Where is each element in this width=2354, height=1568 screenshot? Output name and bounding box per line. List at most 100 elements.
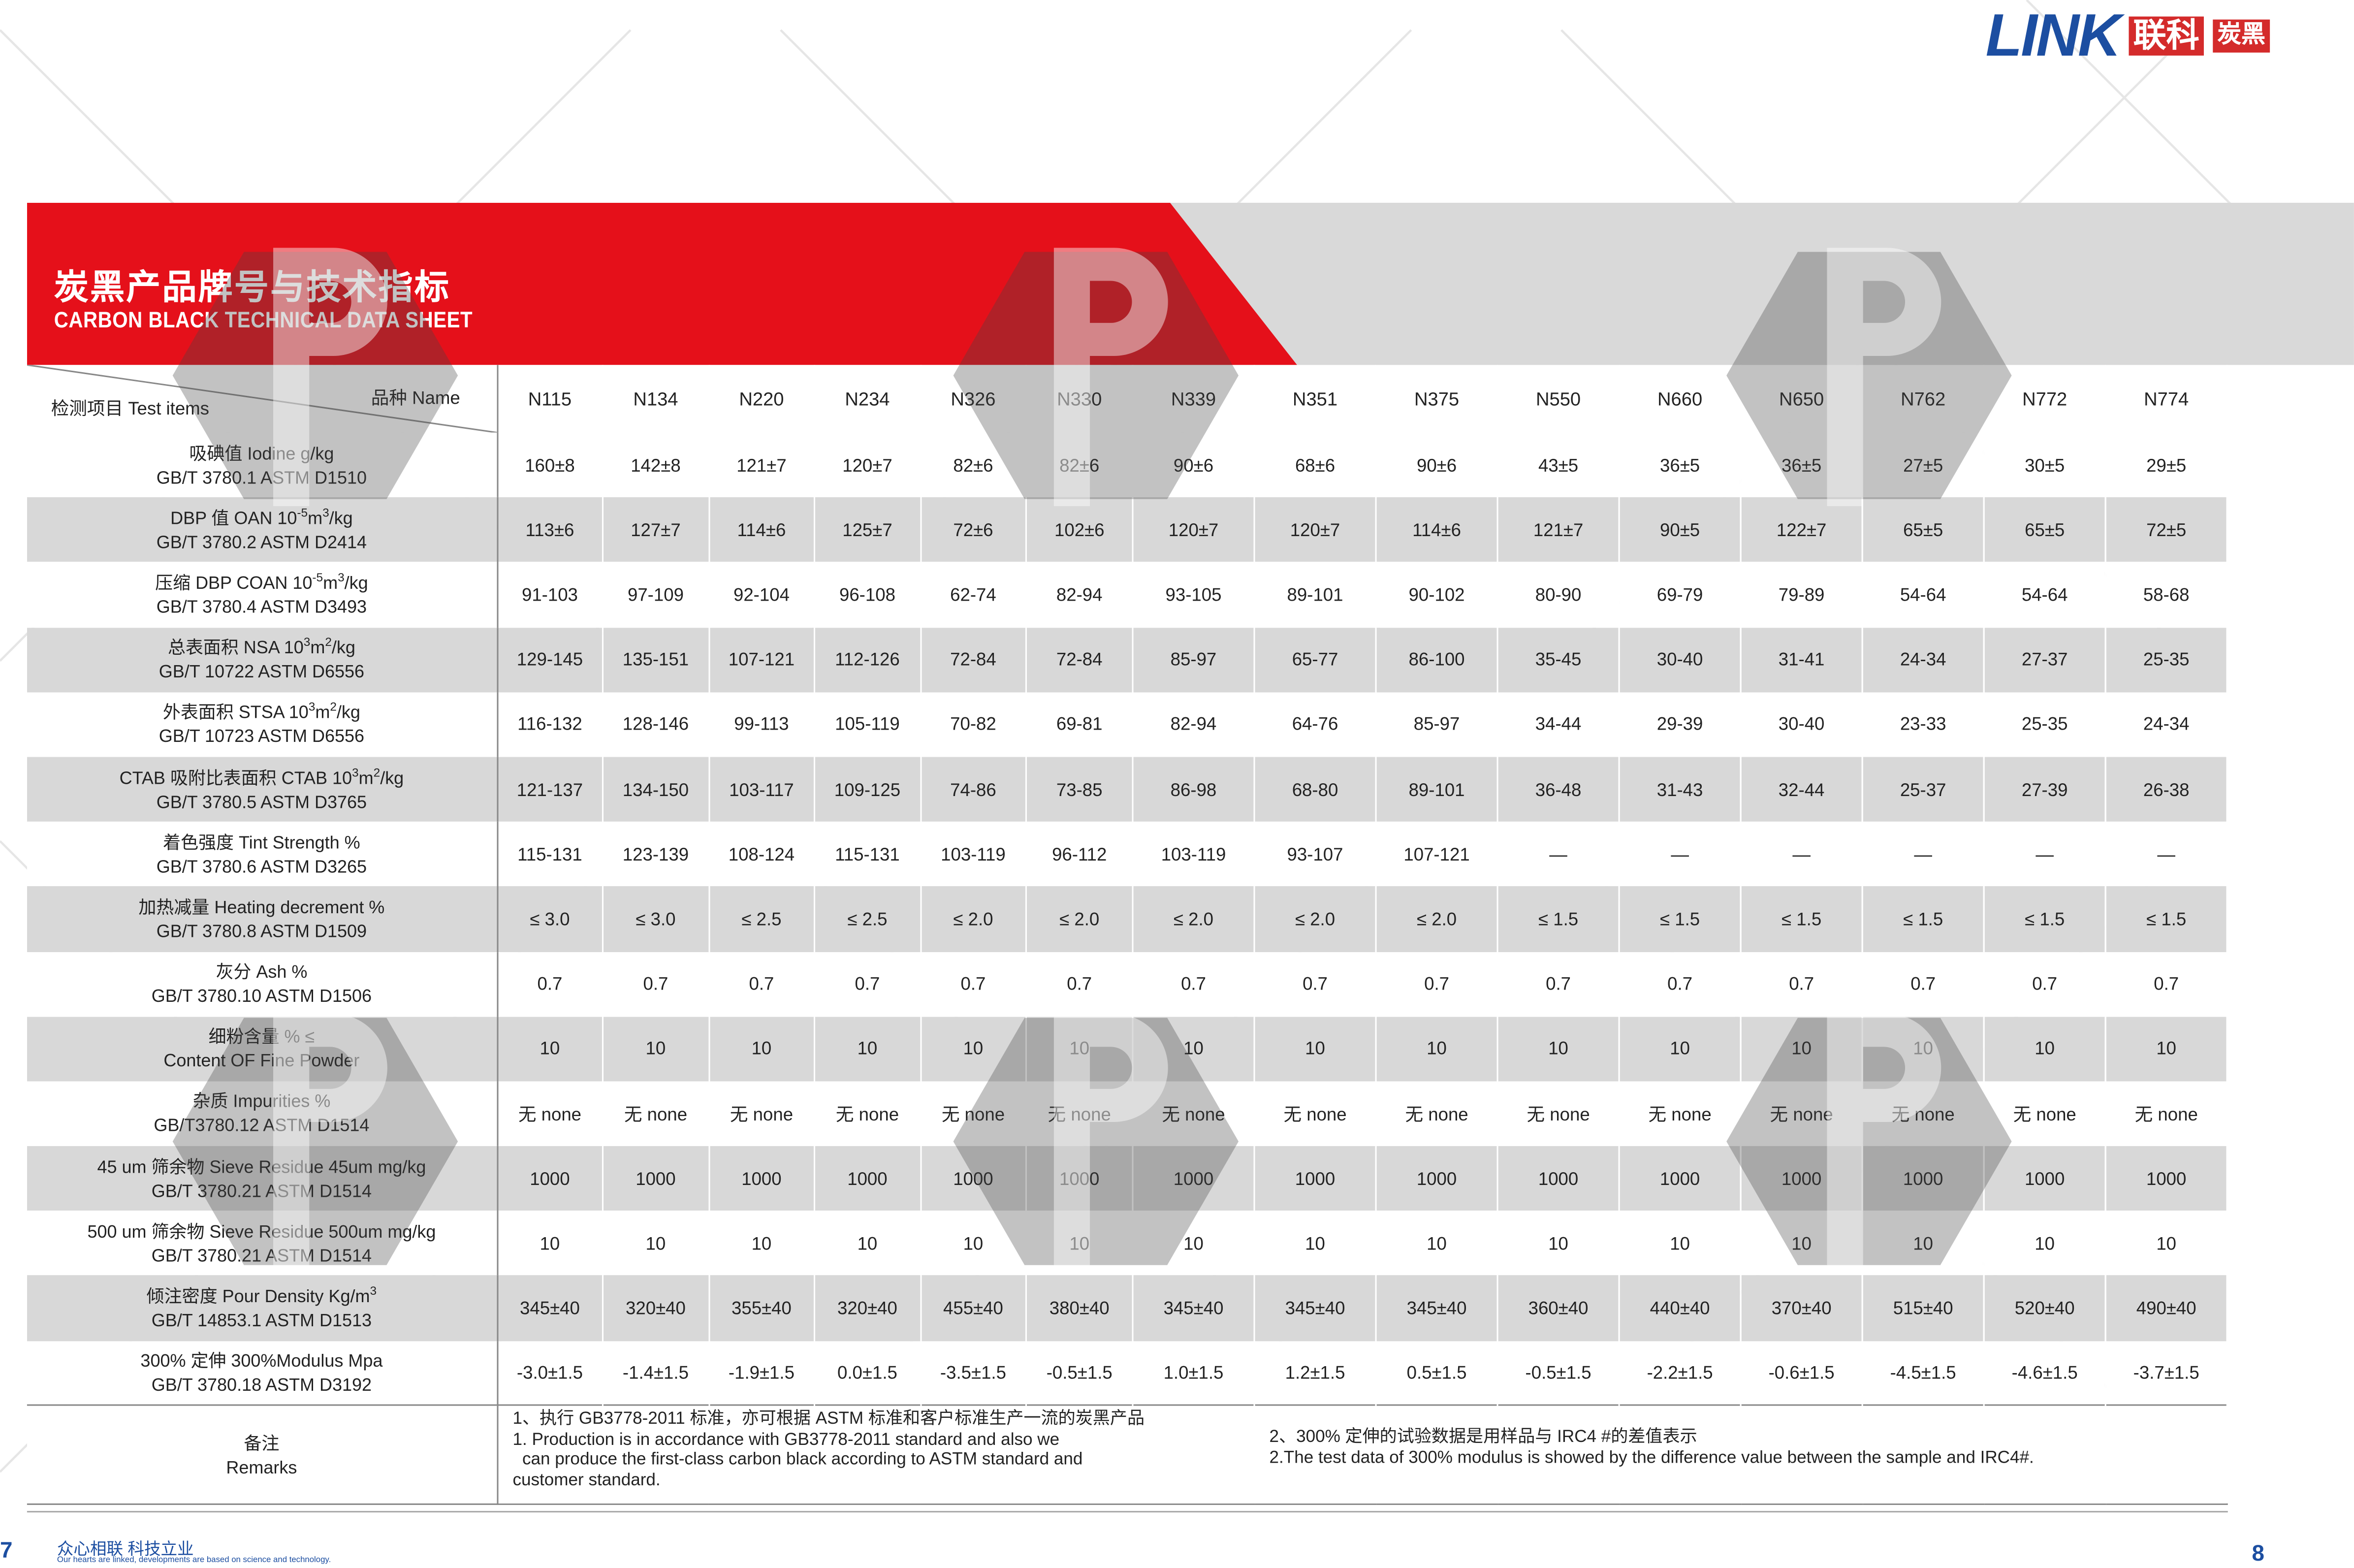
table-header-row: 品种 Name 检测项目 Test items N115 N134 N220 N234…	[27, 365, 2228, 433]
remark-line: 1、执行 GB3778-2011 标准，亦可根据 ASTM 标准和客户标准生产一…	[512, 1410, 1145, 1429]
table-row: DBP 值 OAN 10-5m3/kg GB/T 3780.2 ASTM D241…	[27, 497, 2228, 563]
value-cell: 90-102	[1376, 562, 1498, 627]
test-item-name: 45 um 筛余物 Sieve Residue 45um mg/kg	[27, 1154, 496, 1179]
value-cell: 10	[1376, 1016, 1498, 1082]
test-item-name: 杂质 Impurities %	[27, 1089, 496, 1114]
value-cell: 490±40	[2105, 1276, 2228, 1341]
test-item-standard: GB/T 3780.6 ASTM D3265	[156, 856, 367, 877]
footer-slogan-en: Our hearts are linked, developments are …	[57, 1556, 331, 1565]
value-cell: 96-108	[814, 562, 921, 627]
unit-tail: /kg	[331, 637, 355, 658]
value-cell: 10	[1254, 1016, 1377, 1082]
value-cell: 160±8	[497, 432, 604, 498]
value-cell: 103-119	[920, 822, 1027, 887]
test-item-cell: 着色强度 Tint Strength % GB/T 3780.6 ASTM D32…	[27, 822, 498, 887]
value-cell: ≤ 1.5	[1862, 886, 1985, 952]
value-cell: -0.6±1.5	[1741, 1341, 1863, 1406]
table-body: 吸碘值 Iodine g/kg GB/T 3780.1 ASTM D1510 160…	[27, 432, 2228, 1505]
value-cell: 无 none	[920, 1081, 1027, 1146]
test-item-standard: GB/T 3780.2 ASTM D2414	[156, 531, 367, 553]
value-cell: 0.7	[1497, 951, 1620, 1017]
value-cell: 113±6	[497, 497, 604, 563]
table-row: 总表面积 NSA 103m2/kg GB/T 10722 ASTM D6556 12…	[27, 627, 2228, 692]
value-cell: 26-38	[2105, 757, 2228, 822]
value-cell: 10	[603, 1016, 709, 1082]
value-cell: 85-97	[1376, 692, 1498, 757]
value-cell: ≤ 2.0	[1376, 886, 1498, 952]
value-cell: 27-37	[1984, 627, 2106, 692]
value-cell: 36±5	[1741, 432, 1863, 498]
value-cell: 68±6	[1254, 432, 1377, 498]
value-cell: 1.2±1.5	[1254, 1341, 1377, 1406]
value-cell: 105-119	[814, 692, 921, 757]
table-row: 灰分 Ash % GB/T 3780.10 ASTM D1506 0.7 0.7 0.7…	[27, 951, 2228, 1017]
value-cell: 54-64	[1862, 562, 1985, 627]
test-item-name: 加热减量 Heating decrement %	[27, 895, 496, 919]
unit-exponent: 3	[352, 765, 359, 779]
value-cell: 10	[497, 1016, 604, 1082]
value-cell: 345±40	[1254, 1276, 1377, 1341]
value-cell: 355±40	[708, 1276, 815, 1341]
unit-tail: /kg	[336, 702, 360, 723]
value-cell: 10	[1619, 1016, 1742, 1082]
grade-header: N774	[2105, 365, 2228, 433]
value-cell: 72±5	[2105, 497, 2228, 563]
unit-exponent: 2	[373, 765, 381, 779]
test-item-label: 倾注密度 Pour Density Kg/m	[146, 1285, 370, 1307]
value-cell: 0.7	[603, 951, 709, 1017]
value-cell: 107-121	[1376, 822, 1498, 887]
value-cell: 无 none	[1026, 1081, 1134, 1146]
value-cell: 1.0±1.5	[1132, 1341, 1255, 1406]
unit-exponent: -5	[312, 571, 323, 584]
value-cell: 无 none	[1619, 1081, 1742, 1146]
value-cell: 64-76	[1254, 692, 1377, 757]
value-cell: 370±40	[1741, 1276, 1863, 1341]
value-cell: 10	[1741, 1016, 1863, 1082]
value-cell: 90±5	[1619, 497, 1742, 563]
value-cell: 1000	[2105, 1146, 2228, 1211]
unit-tail: /kg	[380, 767, 404, 788]
test-item-cell: CTAB 吸附比表面积 CTAB 103m2/kg GB/T 3780.5 AST…	[27, 757, 498, 822]
value-cell: 10	[814, 1016, 921, 1082]
test-item-name: 细粉含量 % ≤	[27, 1025, 496, 1049]
value-cell: 27±5	[1862, 432, 1985, 498]
value-cell: 68-80	[1254, 757, 1377, 822]
brand-logo-cn-small: 炭黑	[2213, 19, 2270, 53]
value-cell: 127±7	[603, 497, 709, 563]
value-cell: 116-132	[497, 692, 604, 757]
value-cell: 120±7	[1254, 497, 1377, 563]
value-cell: —	[1862, 822, 1985, 887]
value-cell: 10	[708, 1211, 815, 1276]
test-item-standard: GB/T 3780.18 ASTM D3192	[151, 1374, 372, 1396]
grade-header: N339	[1132, 365, 1255, 433]
table-row: 加热减量 Heating decrement % GB/T 3780.8 ASTM…	[27, 886, 2228, 952]
test-item-name: 吸碘值 Iodine g/kg	[27, 441, 496, 465]
unit-exponent: 3	[370, 1284, 377, 1298]
value-cell: 1000	[708, 1146, 815, 1211]
brand-logo: LINK 联科 炭黑	[1986, 6, 2270, 66]
test-item-label: 着色强度 Tint Strength %	[163, 832, 360, 853]
value-cell: ≤ 1.5	[2105, 886, 2228, 952]
value-cell: 无 none	[1132, 1081, 1255, 1146]
value-cell: —	[1497, 822, 1620, 887]
value-cell: 1000	[497, 1146, 604, 1211]
value-cell: 1000	[603, 1146, 709, 1211]
value-cell: 72-84	[920, 627, 1027, 692]
remarks-content-cell: 1、执行 GB3778-2011 标准，亦可根据 ASTM 标准和客户标准生产一…	[497, 1405, 2228, 1505]
remark-note-2: 2、300% 定伸的试验数据是用样品与 IRC4 #的差值表示 2.The tes…	[1270, 1429, 2226, 1469]
value-cell: 89-101	[1254, 562, 1377, 627]
value-cell: 1000	[1741, 1146, 1863, 1211]
page-title-en: CARBON BLACK TECHNICAL DATA SHEET	[54, 308, 473, 334]
test-item-label: DBP 值 OAN 10	[170, 507, 297, 529]
value-cell: 25-37	[1862, 757, 1985, 822]
test-item-label: 吸碘值 Iodine g/kg	[189, 442, 334, 464]
value-cell: 10	[1619, 1211, 1742, 1276]
value-cell: 0.7	[1132, 951, 1255, 1017]
value-cell: 10	[1132, 1016, 1255, 1082]
value-cell: 35-45	[1497, 627, 1620, 692]
remarks-label-cell: 备注 Remarks	[27, 1405, 498, 1505]
remark-note-1: 1、执行 GB3778-2011 标准，亦可根据 ASTM 标准和客户标准生产一…	[512, 1410, 1145, 1492]
page-title-cn: 炭黑产品牌号与技术指标	[54, 267, 450, 307]
unit-exponent: 2	[325, 636, 332, 649]
test-item-cell: 倾注密度 Pour Density Kg/m3 GB/T 14853.1 ASTM…	[27, 1276, 498, 1341]
